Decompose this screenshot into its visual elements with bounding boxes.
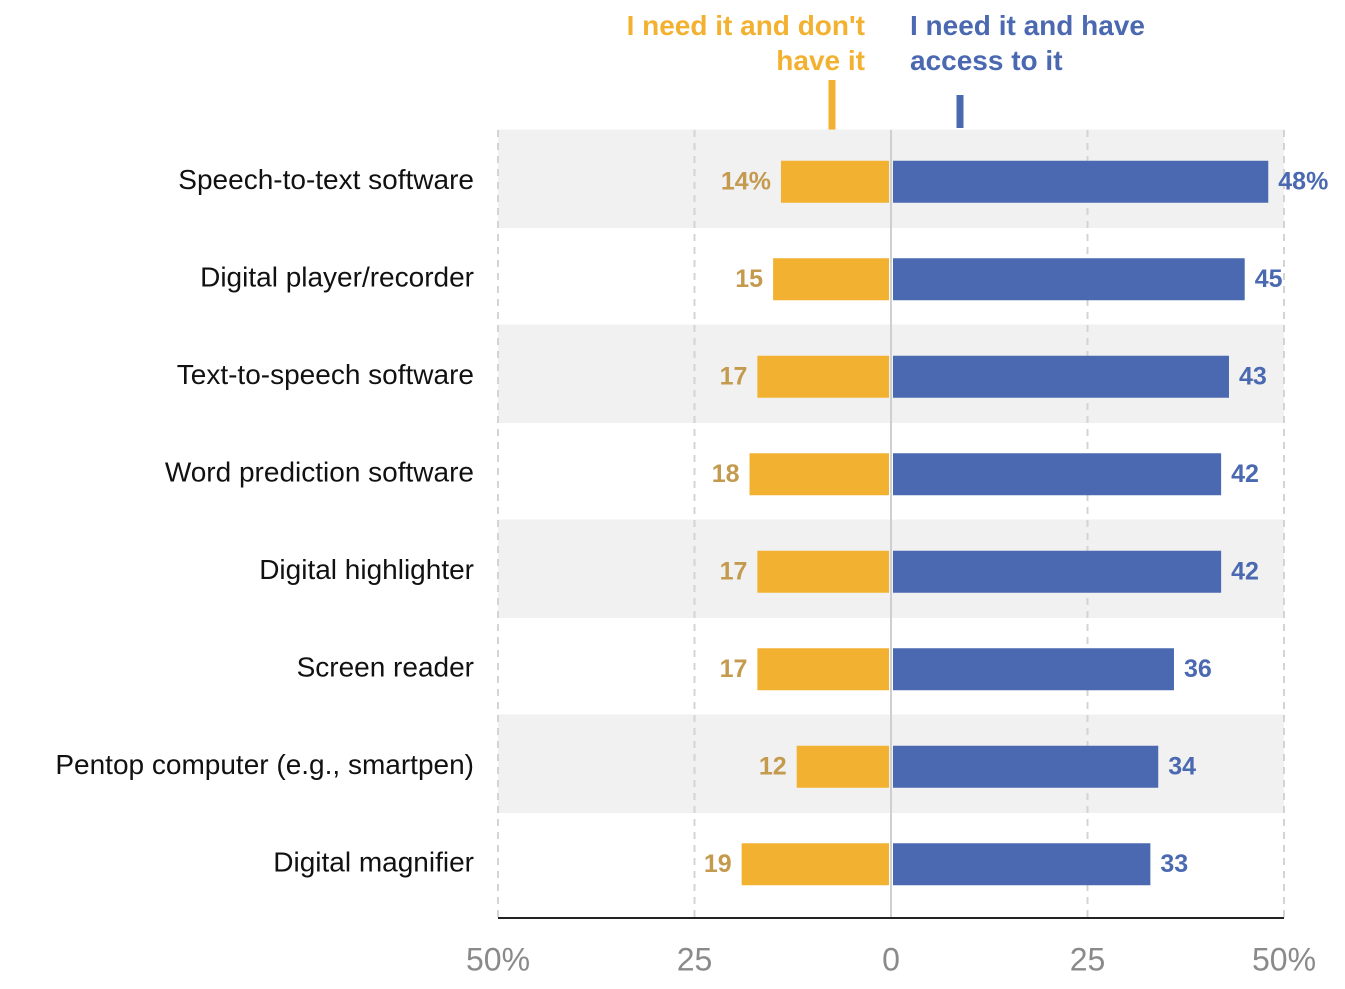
x-tick-label: 50% <box>466 941 530 977</box>
value-label: 42 <box>1231 460 1259 488</box>
category-label: Pentop computer (e.g., smartpen) <box>55 749 474 780</box>
value-label: 48% <box>1278 167 1328 195</box>
bar <box>893 160 1269 203</box>
bar <box>893 258 1245 301</box>
category-label: Speech-to-text software <box>178 164 474 195</box>
category-label: Digital highlighter <box>259 554 474 585</box>
bar <box>893 745 1159 788</box>
value-label: 45 <box>1255 265 1283 293</box>
value-label: 18 <box>712 460 740 488</box>
bar <box>749 453 889 496</box>
value-label: 14% <box>721 167 771 195</box>
x-tick-label: 25 <box>677 941 713 977</box>
value-label: 17 <box>720 655 748 683</box>
value-label: 12 <box>759 752 787 780</box>
value-label: 17 <box>720 362 748 390</box>
value-label: 19 <box>704 850 732 878</box>
bar <box>780 160 889 203</box>
category-label: Screen reader <box>297 652 474 683</box>
bar <box>773 258 889 301</box>
bar <box>893 648 1174 691</box>
bar <box>893 843 1151 886</box>
value-label: 15 <box>735 265 763 293</box>
bar <box>893 550 1222 593</box>
legend-entry: I need it and have access to it <box>910 10 1145 76</box>
bar <box>741 843 889 886</box>
value-label: 17 <box>720 557 748 585</box>
bar <box>757 648 889 691</box>
x-tick-label: 25 <box>1070 941 1106 977</box>
value-label: 34 <box>1168 752 1196 780</box>
category-label: Digital magnifier <box>273 847 474 878</box>
category-label: Word prediction software <box>165 457 474 488</box>
x-tick-label: 50% <box>1252 941 1316 977</box>
bar <box>796 745 889 788</box>
x-tick-label: 0 <box>882 941 900 977</box>
category-label: Text-to-speech software <box>177 359 474 390</box>
bar <box>757 550 889 593</box>
value-label: 43 <box>1239 362 1267 390</box>
bar <box>893 355 1229 398</box>
value-label: 36 <box>1184 655 1212 683</box>
value-label: 33 <box>1160 850 1188 878</box>
value-label: 42 <box>1231 557 1259 585</box>
category-label: Digital player/recorder <box>200 262 474 293</box>
bar <box>893 453 1222 496</box>
bar <box>757 355 889 398</box>
legend-entry: I need it and don't have it <box>626 10 865 76</box>
